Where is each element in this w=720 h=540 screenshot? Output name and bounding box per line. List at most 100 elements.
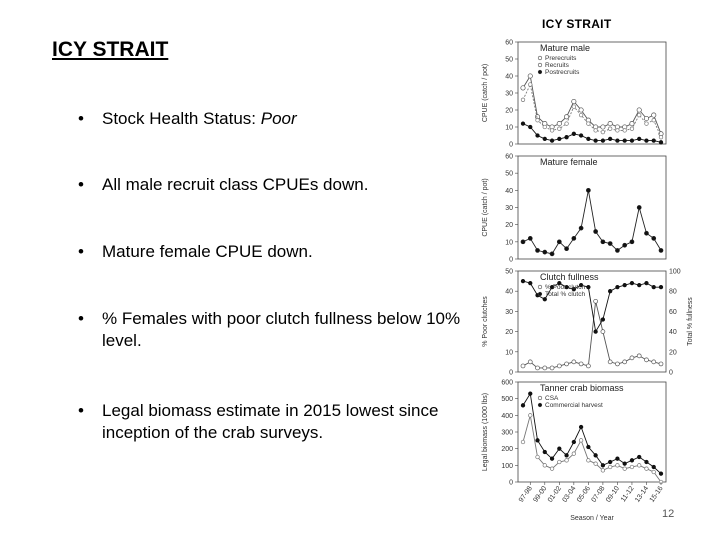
y-tick-label: 30 <box>505 205 513 212</box>
data-point <box>607 359 613 365</box>
data-point <box>549 456 555 461</box>
data-point <box>520 239 526 245</box>
data-point <box>535 118 540 123</box>
data-point <box>556 239 562 245</box>
data-point <box>644 138 649 143</box>
bullet-text: All male recruit class CPUEs down. <box>102 175 369 194</box>
y-tick-label: 400 <box>501 413 513 420</box>
data-point <box>586 444 591 450</box>
y-tick-label: 10 <box>505 239 513 246</box>
data-point <box>535 365 540 371</box>
data-point <box>593 128 598 133</box>
data-point <box>557 459 562 465</box>
data-point <box>607 121 613 127</box>
y-tick-label: 0 <box>509 142 513 149</box>
data-point <box>564 458 569 463</box>
data-point <box>622 242 628 248</box>
x-tick-label: 15-16 <box>649 485 665 504</box>
data-point <box>571 451 576 456</box>
y-tick-label: 30 <box>505 91 513 98</box>
bullet-dot: • <box>78 242 84 261</box>
data-point <box>520 403 526 408</box>
y-tick-label: 20 <box>505 108 513 115</box>
legend-marker <box>537 284 543 290</box>
data-point <box>578 112 584 118</box>
data-point <box>520 278 526 284</box>
y-tick-label: 20 <box>505 222 513 229</box>
x-tick-label: 03-04 <box>561 485 577 504</box>
data-point <box>528 413 533 418</box>
y-tick-label: 50 <box>505 171 513 178</box>
data-point <box>520 85 526 91</box>
bullet-text: Legal biomass estimate in 2015 lowest si… <box>102 401 439 442</box>
data-point <box>593 138 598 143</box>
data-point <box>593 461 598 466</box>
y-tick-label: 40 <box>505 74 513 81</box>
bullet-text: % Females with poor clutch fullness belo… <box>102 309 461 350</box>
data-point <box>637 454 642 460</box>
y-tick-label: 60 <box>505 40 513 47</box>
data-point <box>622 138 627 143</box>
data-point <box>520 97 526 102</box>
legend-marker <box>537 62 543 68</box>
y-axis-label: CPUE (catch / pot) <box>482 178 489 236</box>
data-point <box>636 353 642 359</box>
data-point <box>658 471 664 476</box>
data-point <box>600 329 606 334</box>
data-point <box>520 439 526 445</box>
data-point <box>556 121 562 127</box>
data-point <box>549 285 555 290</box>
legend-marker <box>537 395 543 401</box>
y-tick-label: 600 <box>501 380 513 387</box>
y-tick-label: 10 <box>505 349 513 356</box>
y-axis-label: Legal biomass (1000 lbs) <box>482 393 489 471</box>
data-point <box>644 459 649 465</box>
data-point <box>527 359 533 365</box>
data-point <box>564 246 569 252</box>
y-tick-label: 0 <box>509 370 513 377</box>
status-value: Poor <box>260 109 297 128</box>
bullet-item: • % Females with poor clutch fullness be… <box>78 308 462 352</box>
series-line <box>522 190 662 255</box>
data-point <box>622 461 627 466</box>
y-tick-label: 50 <box>505 57 513 64</box>
data-point <box>622 466 627 471</box>
data-point <box>637 463 642 468</box>
data-point <box>571 98 577 105</box>
bullet-dot: • <box>78 309 84 328</box>
data-point <box>615 285 620 290</box>
data-point <box>615 456 620 461</box>
data-point <box>557 126 562 131</box>
data-point <box>629 464 635 470</box>
data-point <box>629 239 635 245</box>
data-point <box>571 131 576 136</box>
data-point <box>535 248 540 253</box>
data-point <box>600 317 606 322</box>
data-point <box>600 124 606 130</box>
data-point <box>637 282 642 288</box>
slide-title: ICY STRAIT <box>52 38 169 61</box>
data-point <box>637 136 642 142</box>
y2-tick-label: 0 <box>669 370 673 377</box>
data-point <box>629 138 635 143</box>
panel-frame <box>517 270 667 373</box>
data-point <box>571 359 577 365</box>
data-point <box>520 121 526 126</box>
data-point <box>629 280 635 286</box>
data-point <box>644 466 649 471</box>
page-number: 12 <box>662 508 675 520</box>
x-tick-label: 97-98 <box>518 485 534 504</box>
data-point <box>528 82 533 87</box>
data-point <box>586 363 591 369</box>
data-point <box>564 135 569 140</box>
data-point <box>557 446 562 451</box>
data-point <box>607 241 613 246</box>
data-point <box>542 124 547 130</box>
stock-figure: ICY STRAIT 0 10 20 30 40 50 60 CPUE (catch / po… <box>470 12 700 527</box>
x-tick-label: 99-00 <box>532 485 548 504</box>
legend-label: Recruits <box>545 62 570 69</box>
figure-canvas: 0 10 20 30 40 50 60 CPUE (catch / pot) Mature ma… <box>482 40 694 523</box>
data-point <box>528 124 533 130</box>
data-point <box>622 128 627 133</box>
series-line <box>522 280 661 333</box>
